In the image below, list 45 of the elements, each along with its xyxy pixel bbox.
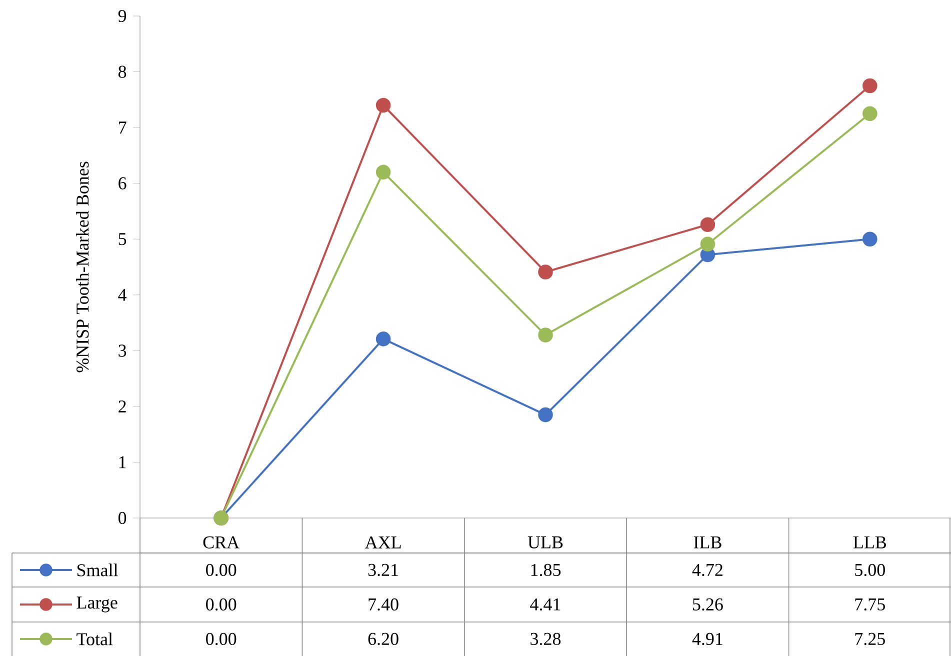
data-label: 3.21 <box>368 564 398 576</box>
y-axis-title: %NISP Tooth-Marked Bones <box>76 162 89 372</box>
y-tick-label: 1 <box>119 456 126 468</box>
y-tick-label: 4 <box>118 288 127 301</box>
point <box>700 236 716 252</box>
point <box>376 164 391 180</box>
x-tick-label: ILB <box>694 536 722 548</box>
y-tick-label: 2 <box>118 400 126 412</box>
y-tick-label: 3 <box>118 344 126 357</box>
x-tick-label: CRA <box>203 536 240 548</box>
data-label: 0.00 <box>206 632 236 646</box>
data-label: 5.00 <box>855 564 885 576</box>
legend-label: Small <box>77 564 118 576</box>
y-tick-label: 9 <box>118 10 126 22</box>
point <box>376 98 391 113</box>
data-label: 3.28 <box>530 632 561 646</box>
data-label: 4.91 <box>692 632 722 646</box>
point <box>862 232 878 247</box>
legend-label: Large <box>76 596 118 612</box>
y-tick-label: 8 <box>118 66 126 78</box>
data-label: 4.41 <box>530 598 560 611</box>
data-label: 0.00 <box>206 598 236 611</box>
y-tick-label: 0 <box>118 512 126 524</box>
point <box>700 217 716 232</box>
y-tick-label: 6 <box>118 177 126 190</box>
data-label: 7.75 <box>855 598 885 611</box>
data-label: 1.85 <box>531 564 561 576</box>
point <box>538 407 553 422</box>
data-label: 4.72 <box>692 564 722 576</box>
y-tick-label: 5 <box>118 233 126 246</box>
point <box>862 78 878 94</box>
y-tick-label: 7 <box>118 122 126 134</box>
x-tick-label: LLB <box>853 536 886 548</box>
data-label: 7.40 <box>368 598 398 611</box>
data-label: 0.00 <box>206 564 236 576</box>
point <box>862 106 878 122</box>
point <box>538 264 553 280</box>
x-tick-label: AXL <box>364 536 401 548</box>
data-label: 5.26 <box>692 598 723 611</box>
data-label: 7.25 <box>855 632 885 646</box>
x-tick-label: ULB <box>528 536 563 548</box>
point <box>538 328 553 342</box>
point <box>376 332 391 346</box>
legend-label: Total <box>76 632 113 646</box>
data-label: 6.20 <box>368 632 398 646</box>
